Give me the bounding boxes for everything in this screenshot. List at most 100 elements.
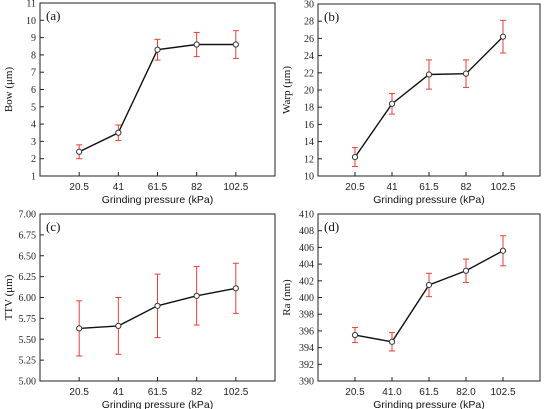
y-tick-label: 10 <box>304 172 314 183</box>
y-axis-label: TTV (μm) <box>3 274 15 320</box>
y-axis-label: Ra (nm) <box>281 279 293 316</box>
y-tick-label: 12 <box>304 154 314 165</box>
data-point <box>115 129 122 136</box>
panel-label: (a) <box>46 8 60 23</box>
y-tick-label: 10 <box>26 16 36 27</box>
y-tick-label: 30 <box>304 0 314 11</box>
y-tick-label: 396 <box>299 326 314 337</box>
y-tick-label: 408 <box>299 226 314 237</box>
x-tick-label: 41 <box>113 387 125 398</box>
x-tick-label: 41.0 <box>382 387 402 398</box>
x-tick-label: 102.5 <box>223 182 248 193</box>
data-point <box>232 41 239 48</box>
y-tick-label: 6.75 <box>19 230 37 241</box>
x-tick-label: 82 <box>191 387 203 398</box>
data-point <box>425 281 433 289</box>
y-tick-label: 402 <box>299 276 314 287</box>
y-tick-label: 5 <box>31 102 36 113</box>
x-tick-label: 82 <box>460 182 472 193</box>
y-tick-label: 9 <box>31 33 36 44</box>
y-tick-label: 6.50 <box>19 251 37 262</box>
y-axis-label: Warp (μm) <box>281 66 293 114</box>
y-tick-label: 5.00 <box>19 377 37 388</box>
data-point <box>193 41 200 48</box>
x-tick-label: 102.5 <box>223 387 248 398</box>
y-tick-label: 26 <box>304 34 314 45</box>
x-axis-label: Grinding pressure (kPa) <box>373 399 484 409</box>
y-tick-label: 22 <box>304 68 314 79</box>
y-tick-label: 5.75 <box>19 314 37 325</box>
data-point <box>499 247 507 254</box>
data-point <box>154 46 161 53</box>
x-tick-label: 20.5 <box>345 182 365 193</box>
data-point <box>115 322 122 329</box>
x-tick-label: 102.5 <box>490 182 515 193</box>
data-point <box>193 292 200 299</box>
y-tick-label: 8 <box>31 50 36 61</box>
y-tick-label: 394 <box>299 343 314 354</box>
y-tick-label: 5.50 <box>19 335 37 346</box>
panel-label: (d) <box>324 219 339 234</box>
y-tick-label: 2 <box>31 154 36 165</box>
x-axis-label: Grinding pressure (kPa) <box>102 194 213 206</box>
y-tick-label: 18 <box>304 103 314 114</box>
x-tick-label: 20.5 <box>69 182 89 193</box>
chart-panel-4: 390 392 394 396 398 400 402 404 406 408 410 20.5 41.… <box>281 210 541 409</box>
chart-panel-2: 10 12 14 16 18 20 22 24 26 28 30 20.5 41 61.5 82 102.5 G… <box>281 0 541 206</box>
y-tick-label: 4 <box>31 120 36 131</box>
x-tick-label: 102.5 <box>490 387 515 398</box>
x-tick-label: 61.5 <box>419 387 439 398</box>
data-point <box>462 70 470 77</box>
x-tick-label: 61.5 <box>148 387 168 398</box>
data-point <box>154 302 161 309</box>
y-tick-label: 390 <box>299 377 314 388</box>
series-line <box>354 36 504 158</box>
y-axis-label: Bow (μm) <box>3 67 15 113</box>
x-tick-label: 20.5 <box>345 387 365 398</box>
y-tick-label: 7.00 <box>19 210 37 221</box>
y-tick-label: 20 <box>304 86 314 97</box>
y-tick-label: 7 <box>31 68 36 79</box>
y-tick-label: 406 <box>299 243 314 254</box>
panel-label: (b) <box>324 9 339 24</box>
x-tick-label: 41 <box>386 182 398 193</box>
x-tick-label: 41 <box>113 182 125 193</box>
y-tick-label: 5.25 <box>19 356 37 367</box>
y-tick-label: 24 <box>304 51 314 62</box>
x-axis-label: Grinding pressure (kPa) <box>102 399 213 409</box>
data-point <box>388 338 396 345</box>
data-point <box>76 325 83 332</box>
plot-frame <box>317 3 541 177</box>
y-tick-label: 400 <box>299 293 314 304</box>
chart-panel-3: 5.00 5.25 5.50 5.75 6.00 6.25 6.50 6.75 7.00 20.5… <box>3 210 276 409</box>
y-tick-label: 6.00 <box>19 293 37 304</box>
data-point <box>462 267 470 274</box>
data-point <box>351 153 359 161</box>
y-tick-label: 14 <box>304 137 314 148</box>
y-tick-label: 6.25 <box>19 272 37 283</box>
plot-frame <box>39 2 276 177</box>
plot-frame <box>317 213 541 382</box>
data-point <box>499 33 507 40</box>
y-tick-label: 11 <box>26 0 36 10</box>
y-tick-label: 28 <box>304 17 314 28</box>
data-point <box>76 148 83 155</box>
x-tick-label: 61.5 <box>148 182 168 193</box>
data-point <box>351 331 359 339</box>
data-point <box>232 285 239 292</box>
y-tick-label: 3 <box>31 137 36 148</box>
x-axis-label: Grinding pressure (kPa) <box>373 194 484 206</box>
data-point <box>425 71 433 78</box>
y-tick-label: 410 <box>299 210 314 221</box>
panel-label: (c) <box>46 219 60 234</box>
y-tick-label: 404 <box>299 260 314 271</box>
x-tick-label: 82.0 <box>456 387 476 398</box>
x-tick-label: 20.5 <box>69 387 89 398</box>
y-tick-label: 392 <box>299 360 314 371</box>
x-tick-label: 82 <box>191 182 203 193</box>
chart-panel-1: 1 2 3 4 5 6 7 8 9 10 11 20.5 41 61.5 82 102.5 Grinding p… <box>3 0 276 206</box>
series-line <box>78 43 236 153</box>
y-tick-label: 6 <box>31 85 36 96</box>
y-tick-label: 1 <box>31 172 36 183</box>
